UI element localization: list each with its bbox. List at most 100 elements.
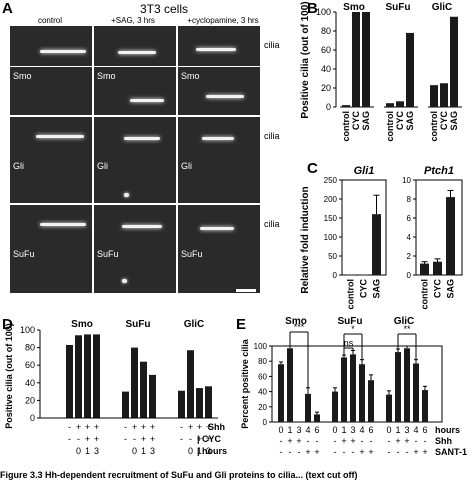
shh-sign: - <box>307 436 310 446</box>
y-tick-label: 20 <box>258 403 267 412</box>
shh-sign: + <box>141 422 146 432</box>
cyc-sign: - <box>180 434 183 444</box>
micrograph-panel <box>94 117 176 157</box>
stain-label: Smo <box>97 71 116 81</box>
x-tick-label: control <box>429 111 439 142</box>
sant-sign: - <box>388 447 391 457</box>
group-label: SuFu <box>126 319 151 330</box>
cyc-sign: - <box>124 434 127 444</box>
stain-label: Smo <box>13 71 32 81</box>
hour-value: 3 <box>206 446 211 456</box>
cilium-signal <box>200 227 234 230</box>
bar <box>404 348 410 422</box>
cyc-sign: + <box>206 434 211 444</box>
bar <box>430 85 438 107</box>
cilium-signal <box>130 99 164 102</box>
cyc-sign: - <box>68 434 71 444</box>
hour-value: 3 <box>150 446 155 456</box>
micrograph-panel: Gli <box>94 157 176 203</box>
hour-value: 3 <box>94 446 99 456</box>
bar <box>205 386 212 418</box>
bar <box>352 12 360 107</box>
cilium-signal <box>40 223 86 226</box>
cilium-signal <box>206 95 244 98</box>
bar <box>386 103 394 107</box>
bar <box>66 344 73 418</box>
cyc-sign: + <box>141 434 146 444</box>
y-tick-label: 40 <box>321 64 331 74</box>
sant-sign: + <box>359 447 364 457</box>
sant-sign: - <box>298 447 301 457</box>
cyc-sign: - <box>133 434 136 444</box>
bar <box>406 32 414 107</box>
stain-label: Smo <box>181 71 200 81</box>
bar <box>396 101 404 107</box>
stain-label: Gli <box>13 161 24 171</box>
row-label-hours: hours <box>435 425 460 435</box>
row-label-cyc: | CYC <box>197 434 222 444</box>
plot-frame <box>415 179 463 276</box>
row-label-hours: | hours <box>197 446 227 456</box>
cyc-sign: + <box>150 434 155 444</box>
shh-sign: + <box>197 422 202 432</box>
y-tick-label: 200 <box>324 195 338 204</box>
chart-b: 0 20 40 60 80 100 Positive cilia (out of 100) S… <box>300 1 462 142</box>
shh-sign: + <box>395 436 400 446</box>
y-tick-label: 250 <box>324 176 338 185</box>
y-tick-label: 80 <box>258 357 267 366</box>
shh-sign: - <box>424 436 427 446</box>
x-tick-label: SAG <box>361 111 371 131</box>
hour-value: 1 <box>341 425 346 435</box>
cilium-signal <box>124 137 160 140</box>
micrograph-panel: Smo <box>94 67 176 115</box>
micrograph-panel <box>178 205 260 245</box>
y-axis-label: Percent positive cilia <box>240 338 250 429</box>
hour-value: 0 <box>76 446 81 456</box>
panel-a-letter: A <box>2 0 13 17</box>
hour-value: 3 <box>350 425 355 435</box>
y-axis-label: Positive cilia (out of 100) <box>4 323 14 429</box>
micrograph-panel <box>94 26 176 66</box>
bar <box>187 350 194 418</box>
group-label: GliC <box>184 319 205 330</box>
hour-value: 1 <box>287 425 292 435</box>
micrograph-panel <box>178 117 260 157</box>
y-tick-label: 60 <box>258 372 267 381</box>
y-tick-label: 0 <box>333 271 338 280</box>
micrograph-panel <box>10 205 92 245</box>
bar <box>368 380 374 422</box>
bar <box>149 374 156 418</box>
micrograph-panel: SuFu <box>178 245 260 293</box>
hour-value: 0 <box>278 425 283 435</box>
shh-sign: - <box>68 422 71 432</box>
hour-value: 3 <box>404 425 409 435</box>
shh-sign: - <box>280 436 283 446</box>
sant-sign: - <box>343 447 346 457</box>
shh-sign: - <box>124 422 127 432</box>
cilium-signal <box>196 48 236 51</box>
micrograph-panel: SuFu <box>94 245 176 293</box>
y-tick-label: 40 <box>258 388 267 397</box>
x-tick-label: control <box>420 279 430 310</box>
shh-sign: + <box>76 422 81 432</box>
cilium-signal <box>124 193 129 197</box>
stain-label: SuFu <box>13 249 35 259</box>
y-tick-label: 8 <box>407 195 412 204</box>
y-tick-label: 60 <box>25 360 35 370</box>
hour-value: 1 <box>395 425 400 435</box>
x-tick-label: control <box>346 279 356 310</box>
hour-value: 4 <box>359 425 364 435</box>
bar <box>93 334 100 418</box>
x-tick-label: control <box>341 111 351 142</box>
row-label-shh: Shh <box>435 436 452 446</box>
bar <box>287 348 293 422</box>
sig-sufu-outer-label: * <box>351 324 355 334</box>
cilium-signal <box>122 279 127 283</box>
shh-sign: + <box>296 436 301 446</box>
shh-sign: + <box>341 436 346 446</box>
shh-sign: + <box>188 422 193 432</box>
shh-sign: + <box>94 422 99 432</box>
panel-a-title: 3T3 cells <box>140 2 189 16</box>
sant-sign: + <box>305 447 310 457</box>
